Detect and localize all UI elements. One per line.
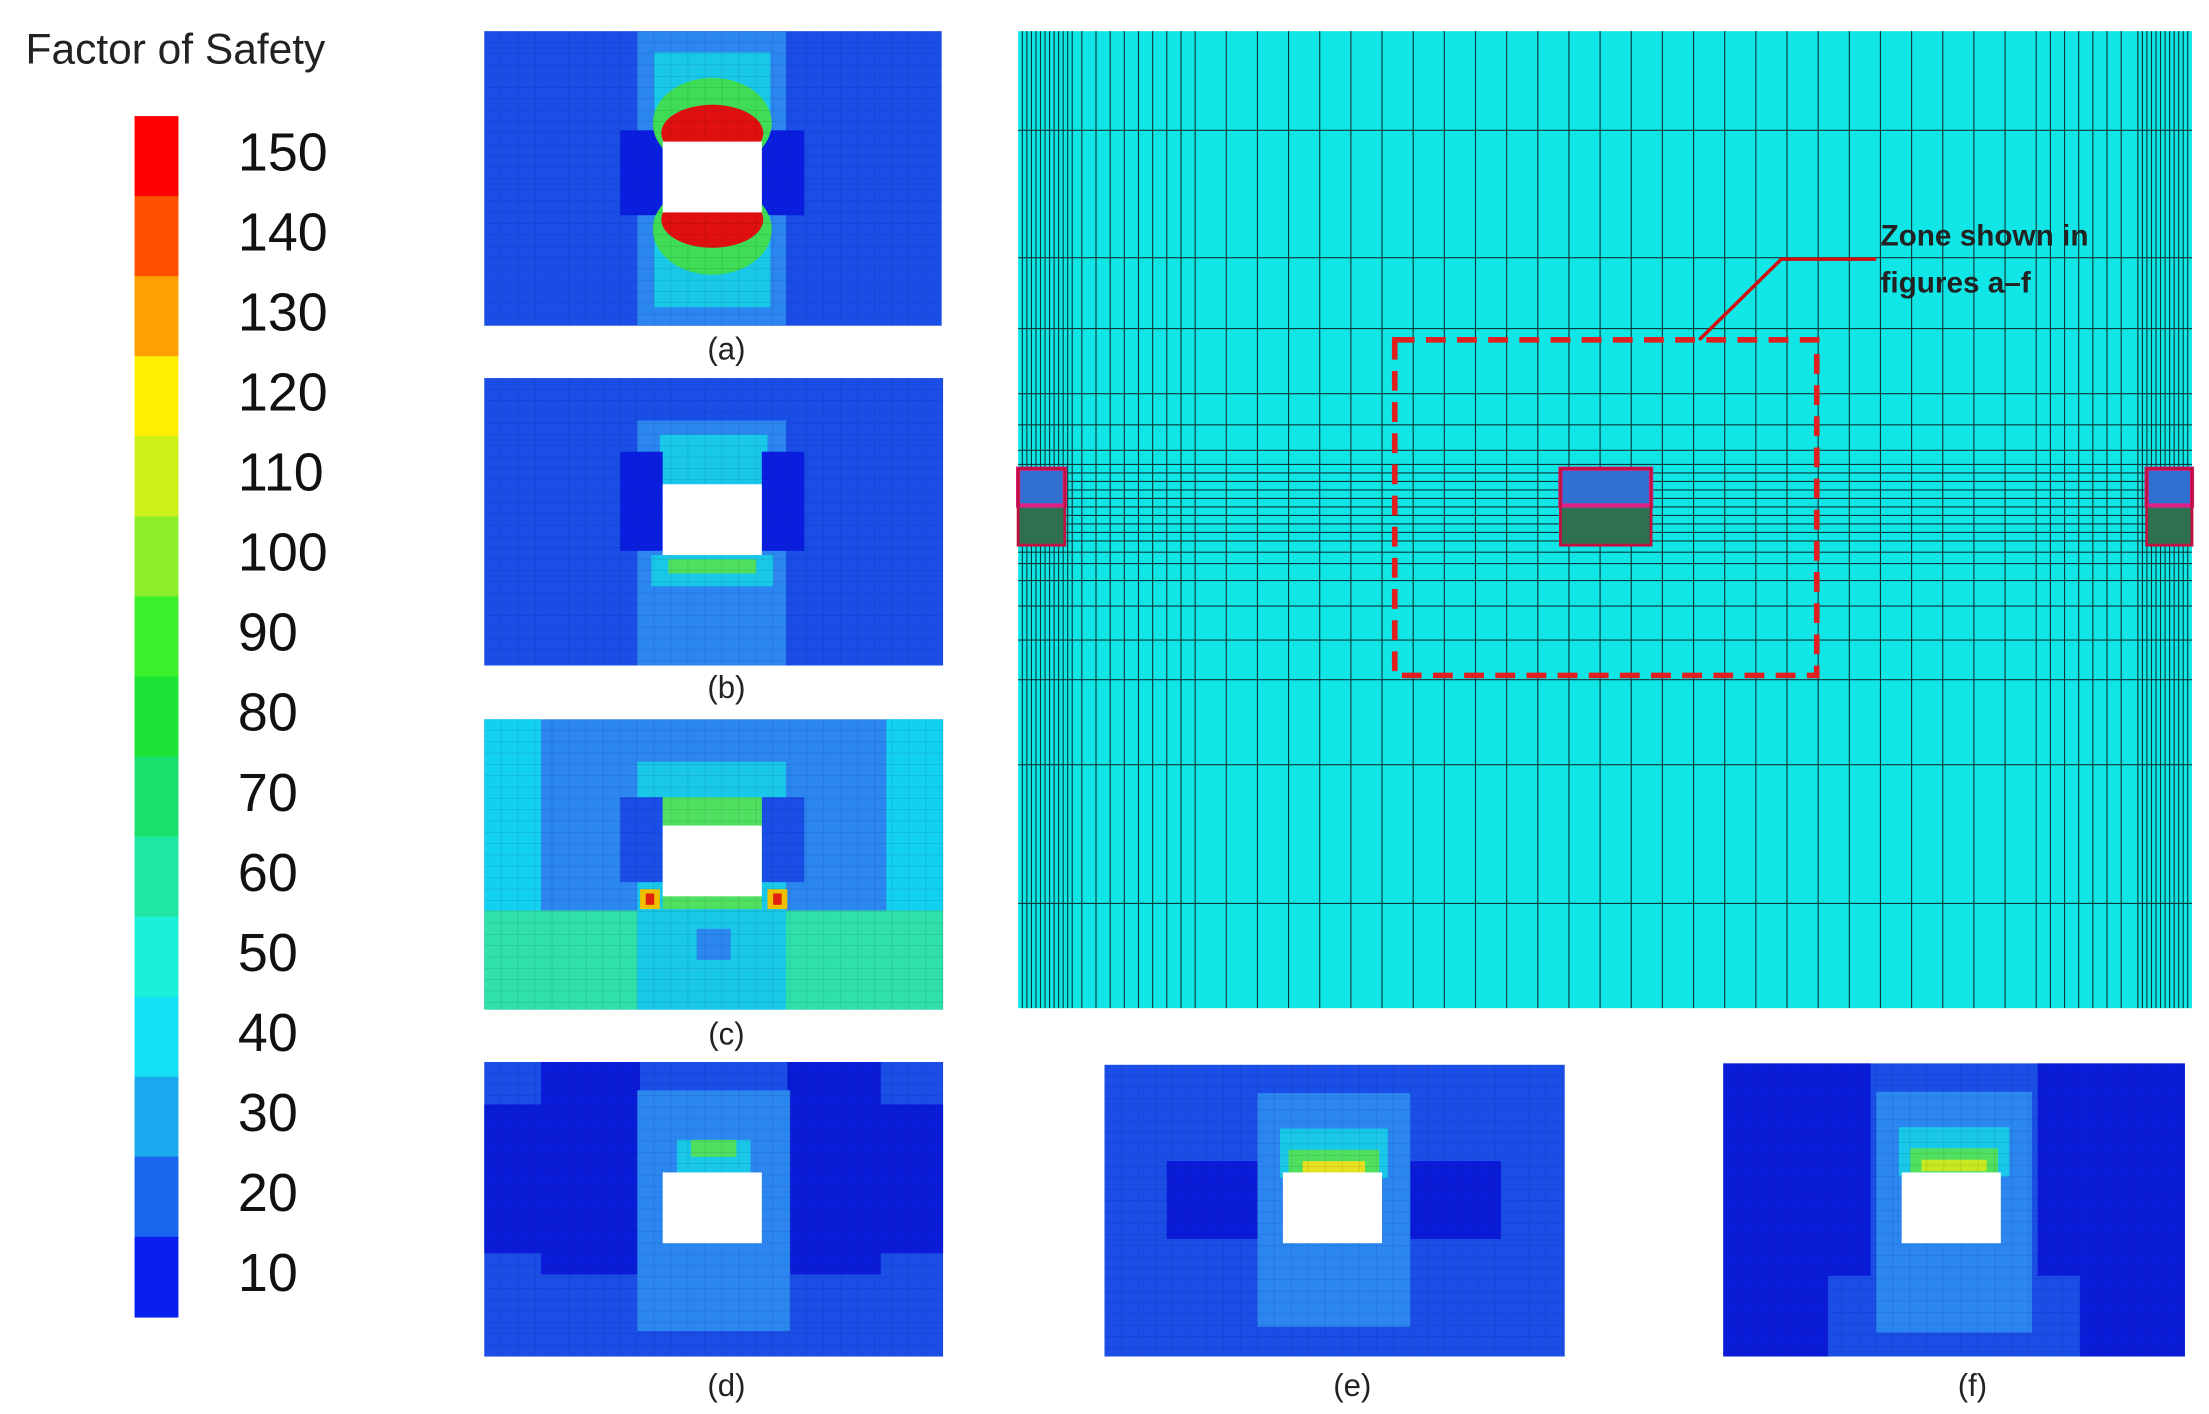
- colorbar-label: 30: [238, 1083, 298, 1143]
- colorbar-segment: [134, 436, 179, 518]
- colorbar-segment: [134, 676, 179, 758]
- colorbar-segment: [134, 996, 179, 1078]
- panel-caption: (a): [707, 331, 745, 366]
- pillars: [1016, 466, 2195, 547]
- colorbar: 150 140 130 120 110 100 90 80 70 60 50 40 30 20 10: [134, 116, 328, 1318]
- colorbar-label: 40: [238, 1003, 298, 1063]
- colorbar-label: 140: [238, 202, 328, 262]
- colorbar-segment: [134, 1236, 179, 1318]
- colorbar-segment: [134, 756, 179, 838]
- annotation-line: figures a–f: [1880, 266, 2030, 299]
- colorbar-segment: [134, 276, 179, 357]
- colorbar-label: 120: [238, 363, 328, 423]
- colorbar-segment: [134, 916, 179, 998]
- colorbar-label: 20: [238, 1163, 298, 1223]
- panel-b: [484, 378, 944, 666]
- colorbar-segment: [134, 1156, 179, 1238]
- colorbar-label: 50: [238, 923, 298, 983]
- zone-box: [1391, 337, 1820, 679]
- colorbar-segment: [134, 516, 179, 598]
- colorbar-segment: [134, 836, 179, 918]
- panel-d: [484, 1061, 944, 1357]
- annotation-line: Zone shown in: [1880, 220, 2088, 253]
- colorbar-segment: [134, 356, 179, 438]
- colorbar-label: 150: [238, 122, 328, 182]
- panel-caption: (f): [1958, 1368, 1987, 1403]
- panel-caption: (e): [1333, 1368, 1371, 1403]
- panel-caption: (d): [707, 1368, 745, 1403]
- colorbar-title: Factor of Safety: [26, 26, 327, 73]
- panel-caption: (c): [708, 1017, 744, 1052]
- leader-line: [1697, 257, 1877, 342]
- panel-f: [1723, 1063, 2185, 1357]
- colorbar-label: 100: [238, 523, 328, 583]
- colorbar-segment: [134, 116, 179, 197]
- panel-caption: (b): [707, 670, 745, 705]
- panel-e: [1104, 1064, 1565, 1357]
- colorbar-label: 110: [238, 443, 324, 503]
- colorbar-label: 130: [238, 282, 328, 342]
- panel-c: [484, 719, 944, 1010]
- panel-a: [484, 31, 942, 326]
- colorbar-label: 90: [238, 603, 298, 663]
- colorbar-segment: [134, 1076, 179, 1158]
- colorbar-label: 10: [238, 1243, 298, 1303]
- colorbar-label: 80: [238, 683, 298, 743]
- colorbar-segment: [134, 596, 179, 678]
- colorbar-segment: [134, 196, 179, 277]
- colorbar-label: 60: [238, 843, 298, 903]
- colorbar-label: 70: [238, 763, 298, 823]
